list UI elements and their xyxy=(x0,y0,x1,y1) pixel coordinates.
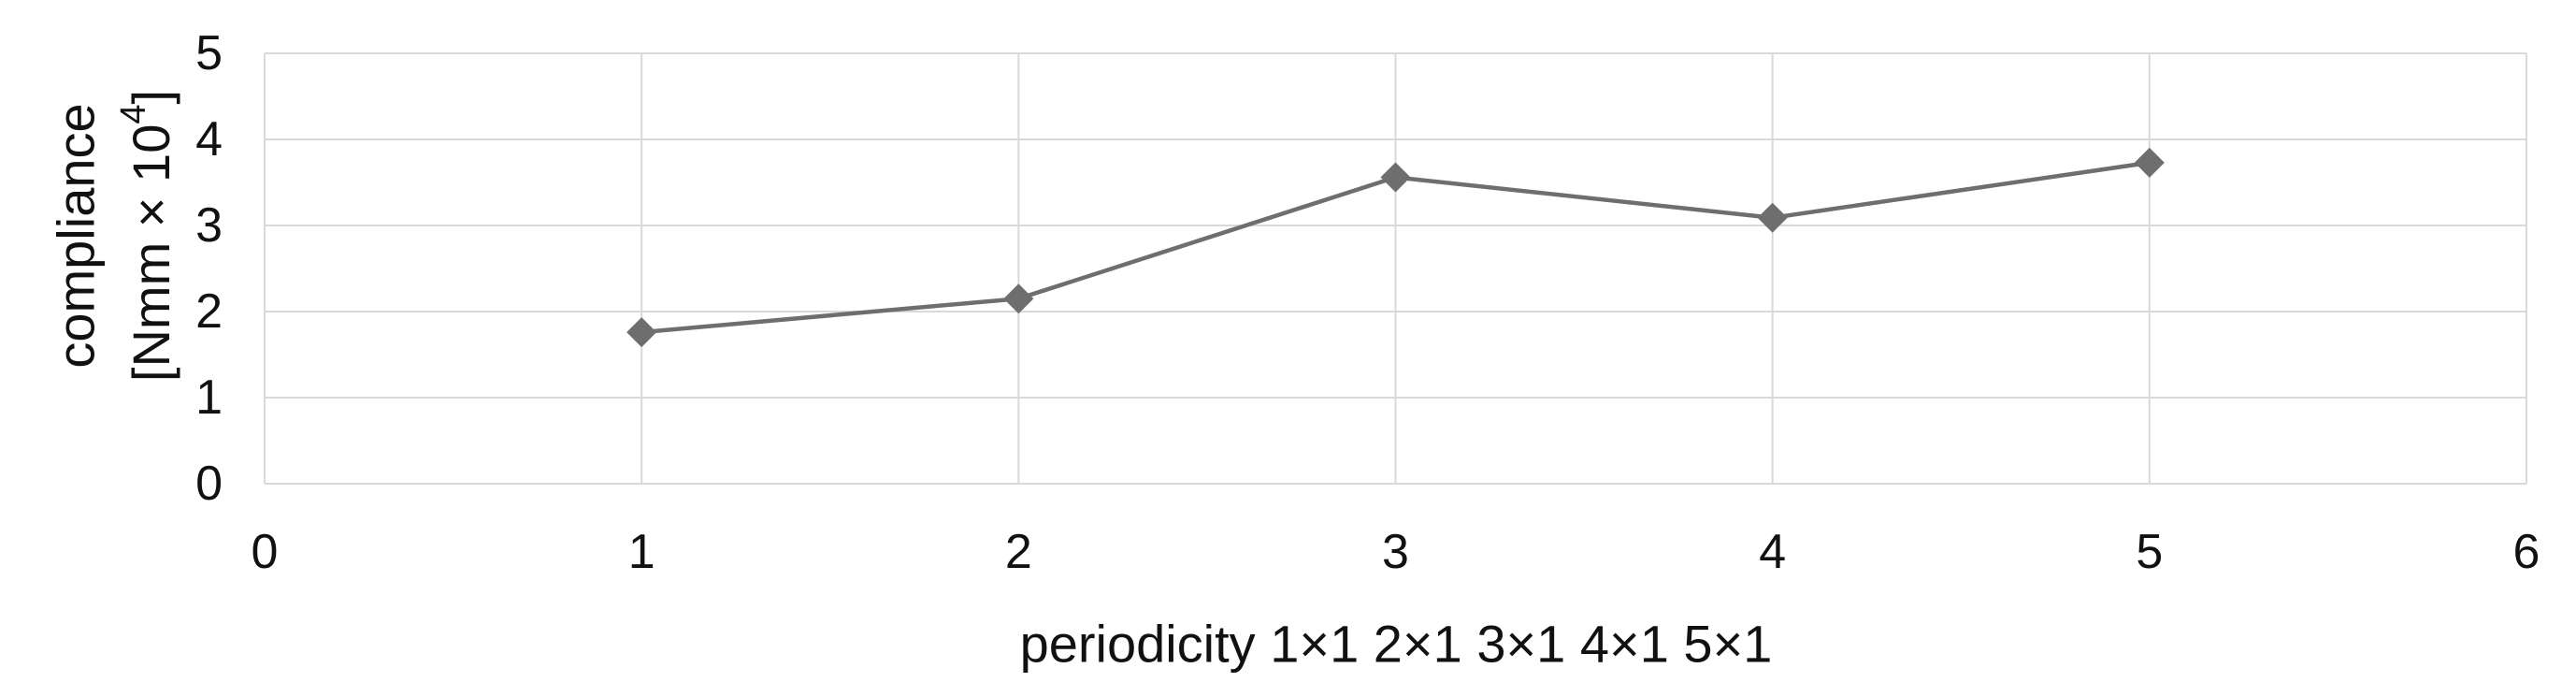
y-axis-title-line2: [Nmm × 104] xyxy=(114,90,180,382)
y-tick-label: 2 xyxy=(195,284,223,339)
y-axis-title-line1: compliance xyxy=(47,103,106,368)
y-tick-label: 3 xyxy=(195,198,223,253)
y-tick-label: 5 xyxy=(195,26,223,80)
x-axis-title: periodicity 1×1 2×1 3×1 4×1 5×1 xyxy=(1020,615,1773,674)
x-tick-label: 0 xyxy=(252,525,279,579)
data-point-marker xyxy=(1757,202,1788,233)
y-axis-unit-text: [Nmm × 10 xyxy=(122,124,180,382)
data-point-marker xyxy=(2134,147,2165,178)
y-tick-label: 4 xyxy=(195,112,223,167)
y-tick-label: 1 xyxy=(195,370,223,425)
data-point-marker xyxy=(1003,283,1034,314)
data-point-marker xyxy=(1380,162,1411,193)
y-axis-title: compliance [Nmm × 104] xyxy=(47,90,180,382)
x-tick-label: 6 xyxy=(2513,525,2540,579)
x-axis-tick-labels: 0 1 2 3 4 5 6 xyxy=(252,525,2540,579)
x-tick-label: 4 xyxy=(1759,525,1786,579)
gridlines xyxy=(264,52,2527,485)
x-tick-label: 3 xyxy=(1382,525,1409,579)
data-point-marker xyxy=(626,317,657,348)
x-tick-label: 1 xyxy=(628,525,655,579)
x-tick-label: 2 xyxy=(1005,525,1032,579)
y-axis-unit-superscript: 4 xyxy=(114,105,153,124)
x-tick-label: 5 xyxy=(2136,525,2163,579)
y-axis-tick-labels: 0 1 2 3 4 5 xyxy=(195,26,223,511)
y-axis-unit-close-bracket: ] xyxy=(122,90,180,105)
data-series xyxy=(626,147,2165,348)
y-tick-label: 0 xyxy=(195,457,223,511)
